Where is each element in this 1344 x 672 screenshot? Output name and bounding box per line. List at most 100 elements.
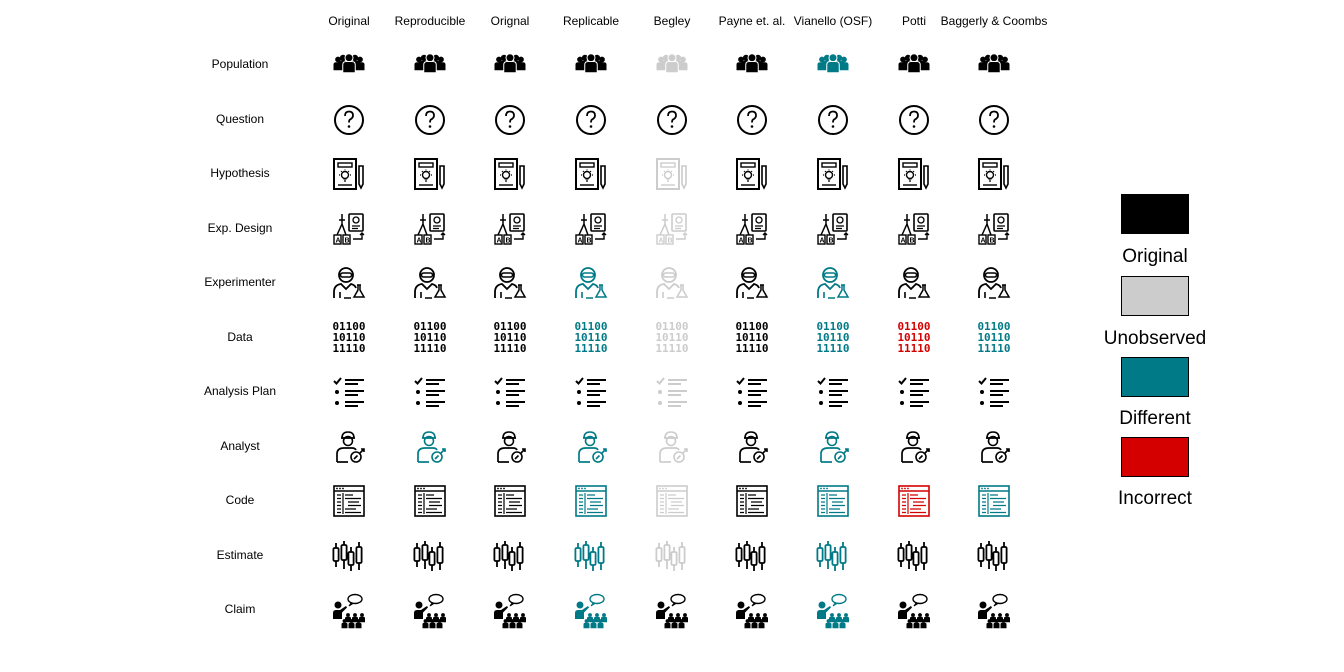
column-header: Baggerly & Coombs <box>940 14 1048 28</box>
legend-label-incorrect: Incorrect <box>1118 488 1192 509</box>
candlestick-icon <box>896 538 932 574</box>
code-window-icon <box>492 483 528 519</box>
svg-text:B: B <box>587 237 592 244</box>
experimenter-icon <box>331 265 367 301</box>
column-header: Begley <box>653 14 691 28</box>
legend-label-unobserved: Unobserved <box>1103 328 1207 349</box>
checklist-icon <box>331 374 367 410</box>
row-label: Question <box>215 111 265 126</box>
candlestick-icon <box>976 538 1012 574</box>
code-window-icon <box>896 483 932 519</box>
presenter-icon <box>896 592 932 629</box>
checklist-icon <box>734 374 770 410</box>
population-icon <box>976 47 1012 83</box>
binary-text-line: 10110 <box>574 331 607 344</box>
presenter-icon <box>412 592 448 629</box>
row-label: Estimate <box>216 547 264 562</box>
svg-text:A: A <box>659 237 664 244</box>
hypothesis-icon <box>492 156 528 192</box>
svg-text:B: B <box>345 237 350 244</box>
binary-text-line: 01100 <box>735 320 768 333</box>
question-icon <box>976 102 1012 138</box>
row-label: Data <box>227 329 253 344</box>
binary-data-icon: 01100 10110 11110 <box>976 320 1012 356</box>
presenter-icon <box>654 592 690 629</box>
binary-text-line: 11110 <box>332 342 365 355</box>
candlestick-icon <box>573 538 609 574</box>
presenter-icon <box>492 592 528 629</box>
analyst-icon <box>654 429 690 465</box>
row-label: Claim <box>224 602 256 616</box>
hypothesis-icon <box>573 156 609 192</box>
population-icon <box>492 47 528 83</box>
question-icon <box>492 102 528 138</box>
analyst-icon <box>896 429 932 465</box>
population-icon <box>331 47 367 83</box>
analyst-icon <box>734 429 770 465</box>
checklist-icon <box>896 374 932 410</box>
experimenter-icon <box>573 265 609 301</box>
binary-text-line: 11110 <box>897 342 930 355</box>
hypothesis-icon <box>654 156 690 192</box>
code-window-icon <box>331 483 367 519</box>
hypothesis-icon <box>734 156 770 192</box>
binary-text-line: 10110 <box>897 331 930 344</box>
checklist-icon <box>654 374 690 410</box>
analyst-icon <box>815 429 851 465</box>
question-icon <box>331 102 367 138</box>
candlestick-icon <box>815 538 851 574</box>
binary-text-line: 10110 <box>413 331 446 344</box>
presenter-icon <box>331 592 367 629</box>
binary-text-line: 01100 <box>413 320 446 333</box>
svg-text:A: A <box>981 237 986 244</box>
svg-text:A: A <box>739 237 744 244</box>
binary-data-icon: 01100 10110 11110 <box>412 320 448 356</box>
column-header: Payne et. al. <box>718 14 786 28</box>
question-icon <box>734 102 770 138</box>
svg-text:A: A <box>417 237 422 244</box>
experimenter-icon <box>896 265 932 301</box>
population-icon <box>734 47 770 83</box>
hypothesis-icon <box>412 156 448 192</box>
column-header: Replicable <box>562 14 620 28</box>
code-window-icon <box>412 483 448 519</box>
column-header: Reproducible <box>394 14 466 28</box>
experimenter-icon <box>815 265 851 301</box>
question-icon <box>412 102 448 138</box>
row-label: Analysis Plan <box>203 384 277 398</box>
experimenter-icon <box>654 265 690 301</box>
checklist-icon <box>412 374 448 410</box>
question-icon <box>896 102 932 138</box>
population-icon <box>815 47 851 83</box>
binary-text-line: 10110 <box>655 331 688 344</box>
svg-text:B: B <box>829 237 834 244</box>
row-label: Experimenter <box>204 275 276 289</box>
row-label: Population <box>211 57 269 71</box>
checklist-icon <box>492 374 528 410</box>
row-label: Exp. Design <box>207 220 273 235</box>
binary-data-icon: 01100 10110 11110 <box>734 320 770 356</box>
svg-text:A: A <box>901 237 906 244</box>
code-window-icon <box>573 483 609 519</box>
svg-text:A: A <box>578 237 583 244</box>
analyst-icon <box>573 429 609 465</box>
candlestick-icon <box>331 538 367 574</box>
svg-text:B: B <box>506 237 511 244</box>
column-header: Original <box>328 14 370 28</box>
svg-text:A: A <box>497 237 502 244</box>
checklist-icon <box>976 374 1012 410</box>
binary-text-line: 10110 <box>977 331 1010 344</box>
svg-text:B: B <box>748 237 753 244</box>
svg-text:B: B <box>990 237 995 244</box>
column-header: Orignal <box>490 14 530 28</box>
row-label: Code <box>225 493 255 507</box>
candlestick-icon <box>654 538 690 574</box>
legend-label-different: Different <box>1119 408 1191 429</box>
column-header: Potti <box>901 14 926 28</box>
